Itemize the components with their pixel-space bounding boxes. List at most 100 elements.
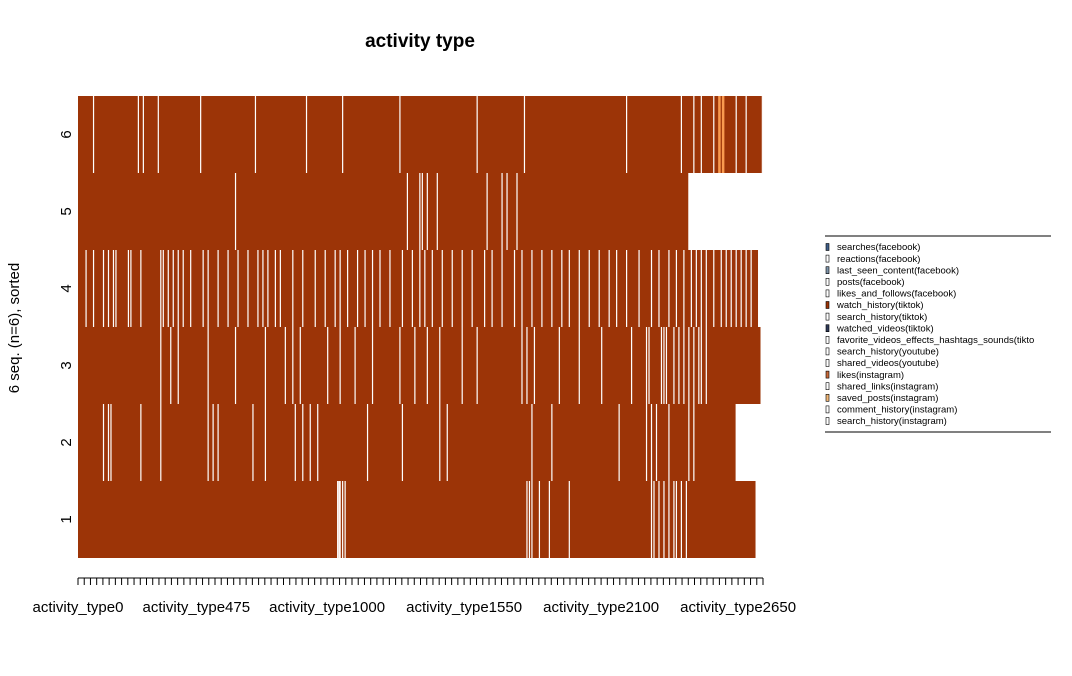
event-mark: [618, 404, 620, 481]
legend: searches(facebook)reactions(facebook)las…: [825, 235, 1051, 433]
row-label: 6: [58, 130, 75, 138]
event-mark: [172, 250, 174, 327]
event-mark: [660, 327, 663, 404]
event-mark: [107, 404, 110, 481]
event-mark: [177, 250, 179, 327]
event-mark: [513, 250, 516, 327]
event-mark: [112, 250, 115, 327]
x-tick-label: activity_type1000: [269, 599, 385, 616]
event-mark: [695, 250, 697, 327]
event-mark: [561, 250, 563, 327]
legend-swatch: [825, 405, 830, 414]
event-mark: [414, 327, 416, 404]
event-mark: [257, 250, 259, 327]
legend-swatch: [825, 324, 830, 333]
event-mark: [690, 250, 692, 327]
legend-entry: search_history(instagram): [825, 416, 947, 427]
event-mark: [665, 327, 668, 404]
legend-entry: comment_history(instagram): [825, 405, 957, 416]
event-mark: [102, 404, 105, 481]
legend-swatch: [825, 370, 830, 379]
x-axis: activity_type0 activity_type475 activity_t…: [33, 577, 796, 616]
event-mark: [745, 250, 747, 327]
event-mark: [399, 327, 401, 404]
event-mark: [167, 250, 169, 327]
event-mark: [471, 250, 473, 327]
x-tick-label: activity_type2650: [680, 599, 796, 616]
x-tick-label: activity_type2100: [543, 599, 659, 616]
event-mark: [528, 481, 531, 558]
sequence-bar: [78, 250, 759, 327]
event-mark: [324, 250, 326, 327]
sequence-row-2: [78, 404, 736, 481]
event-mark: [157, 96, 159, 173]
event-mark: [680, 96, 682, 173]
event-mark: [588, 250, 590, 327]
legend-entry: shared_videos(youtube): [825, 358, 939, 369]
event-mark: [160, 404, 162, 481]
event-mark: [650, 404, 653, 481]
event-mark: [626, 250, 628, 327]
event-mark: [578, 327, 580, 404]
event-mark: [476, 96, 478, 173]
event-mark: [700, 327, 702, 404]
legend-swatch: [825, 266, 830, 275]
legend-label: watch_history(tiktok): [836, 300, 924, 311]
legend-swatch: [825, 417, 830, 425]
event-mark: [668, 250, 670, 327]
event-mark: [399, 96, 401, 173]
event-mark: [476, 327, 478, 404]
event-mark: [314, 250, 316, 327]
event-mark: [506, 173, 508, 250]
event-mark: [202, 250, 204, 327]
event-mark: [501, 250, 503, 327]
y-axis-label: 6 seq. (n=6), sorted: [6, 263, 23, 394]
event-mark: [371, 250, 374, 327]
event-mark: [401, 250, 404, 327]
event-mark: [406, 173, 408, 250]
legend-swatch: [825, 347, 830, 356]
event-mark: [85, 250, 87, 327]
event-mark: [411, 250, 413, 327]
event-mark: [292, 327, 294, 404]
row-label: 2: [58, 438, 75, 446]
event-mark: [267, 250, 269, 327]
row-label: 5: [58, 207, 75, 215]
event-mark: [160, 250, 162, 327]
event-mark: [645, 327, 648, 404]
event-mark: [668, 481, 670, 558]
event-mark: [663, 327, 665, 404]
highlight-event-mark: [721, 96, 725, 173]
legend-label: shared_videos(youtube): [837, 358, 939, 369]
event-mark: [486, 173, 488, 250]
event-mark: [299, 327, 301, 404]
event-mark: [339, 250, 341, 327]
event-mark: [439, 404, 441, 481]
event-mark: [548, 481, 550, 558]
event-mark: [401, 404, 404, 481]
event-mark: [389, 250, 391, 327]
legend-label: search_history(instagram): [837, 416, 947, 427]
legend-label: watched_videos(tiktok): [836, 323, 934, 334]
event-mark: [254, 96, 257, 173]
highlight-event-mark: [718, 96, 721, 173]
legend-swatch: [825, 335, 830, 344]
legend-swatch: [825, 359, 830, 367]
event-mark: [630, 327, 633, 404]
legend-label: searches(facebook): [837, 242, 920, 253]
event-mark: [558, 327, 560, 404]
event-mark: [190, 250, 192, 327]
event-mark: [127, 250, 130, 327]
legend-label: last_seen_content(facebook): [837, 265, 959, 276]
event-mark: [207, 250, 209, 327]
event-mark: [531, 481, 533, 558]
legend-swatch: [825, 301, 830, 309]
sequence-bar: [78, 96, 763, 173]
event-mark: [347, 250, 349, 327]
event-mark: [354, 327, 356, 404]
event-mark: [531, 250, 533, 327]
event-mark: [626, 96, 628, 173]
legend-entry: searches(facebook): [825, 242, 920, 253]
event-mark: [598, 250, 600, 327]
